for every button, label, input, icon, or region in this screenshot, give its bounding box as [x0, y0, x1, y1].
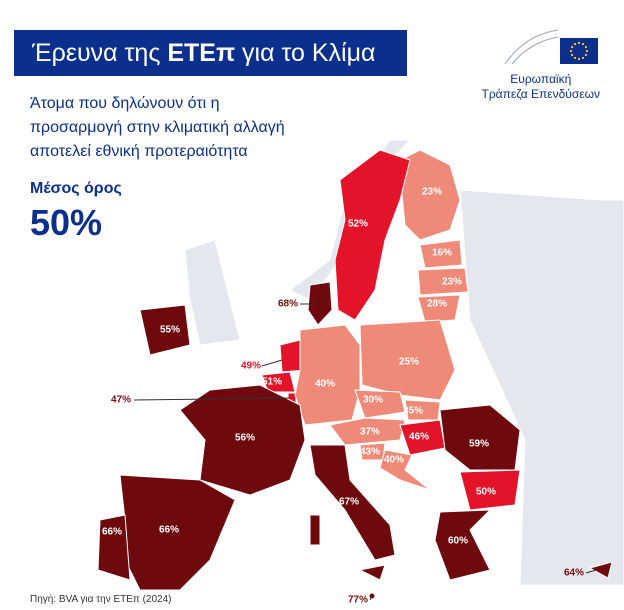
value-label: 68% [278, 299, 298, 310]
value-label: 37% [360, 427, 380, 438]
star [570, 45, 574, 49]
value-label: 40% [384, 455, 404, 466]
star [584, 53, 588, 57]
star [581, 42, 585, 46]
callout-lines [133, 303, 597, 601]
value-label: 46% [409, 432, 429, 443]
star [581, 56, 585, 60]
value-label: 64% [564, 568, 584, 579]
value-label: 35% [403, 406, 423, 417]
average-value: 50% [30, 202, 103, 243]
value-label: 30% [363, 395, 383, 406]
star [569, 49, 573, 53]
value-label: 52% [348, 219, 368, 230]
countries [97, 149, 613, 600]
star [573, 56, 577, 60]
value-label: 60% [448, 536, 468, 547]
title: Έρευνα της [32, 39, 161, 67]
value-label: 55% [160, 325, 180, 336]
value-label: 66% [159, 525, 179, 536]
value-label: 16% [432, 248, 452, 259]
star [577, 57, 581, 61]
value-labels: 23% 52% 16% 23% 28% 68% 55% 49%51% 47% 40% 25% 30% 3… [102, 187, 584, 606]
value-label: 40% [315, 379, 335, 390]
star [584, 45, 588, 49]
title-bar: Έρευνα της ΕΤΕπ για το Κλίμα [14, 30, 407, 76]
value-label: 47% [111, 395, 131, 406]
value-label: 59% [469, 439, 489, 450]
value-label: 28% [427, 299, 447, 310]
star [570, 53, 574, 57]
value-label: 56% [235, 433, 255, 444]
value-label: 67% [339, 497, 359, 508]
value-label: 23% [442, 277, 462, 288]
value-label: 49% [241, 361, 261, 372]
logo-text: Ευρωπαϊκή [510, 72, 572, 86]
subtitle-line: αποτελεί εθνική προτεραιότητα [30, 143, 248, 160]
star [585, 49, 589, 53]
eu-stars [569, 41, 589, 61]
subtitle: Άτομα που δηλώνουν ότι η προσαρμογή στην … [30, 92, 285, 164]
average-label: Μέσος όρος [30, 180, 122, 197]
value-label: 66% [102, 527, 122, 538]
value-label: 43% [360, 447, 380, 458]
value-label: 25% [399, 357, 419, 368]
value-label: 50% [476, 487, 496, 498]
value-label: 51% [262, 377, 282, 388]
star [573, 42, 577, 46]
logo-text: Τράπεζα Επενδύσεων [481, 87, 600, 101]
value-label: 23% [422, 187, 442, 198]
source: Πηγή: BVA για την ΕΤΕπ (2024) [30, 594, 172, 605]
subtitle-line: προσαρμογή στην κλιματική αλλαγή [30, 119, 285, 136]
value-label: 77% [348, 595, 368, 606]
subtitle-line: Άτομα που δηλώνουν ότι η [30, 95, 220, 112]
title-bold: ΕΤΕπ [167, 39, 236, 67]
logo: Ευρωπαϊκή Τράπεζα Επενδύσεων [482, 72, 600, 102]
logo-arcs [504, 29, 559, 65]
title: για το Κλίμα [242, 39, 376, 67]
star [577, 41, 581, 45]
